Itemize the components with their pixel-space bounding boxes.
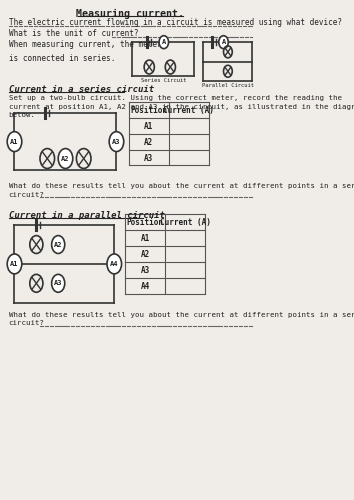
Circle shape [58, 148, 73, 169]
Text: Measuring current.: Measuring current. [76, 10, 184, 20]
Text: Current (A): Current (A) [160, 218, 211, 227]
Text: Position: Position [130, 106, 167, 115]
Circle shape [7, 132, 22, 152]
Text: A2: A2 [54, 242, 62, 248]
Text: A4: A4 [141, 282, 150, 291]
Circle shape [109, 132, 124, 152]
Text: Current in a parallel circuit: Current in a parallel circuit [8, 211, 165, 220]
Text: A3: A3 [112, 138, 121, 144]
Text: Parallel Circuit: Parallel Circuit [201, 83, 253, 88]
Text: A1: A1 [10, 261, 19, 267]
Text: A1: A1 [10, 138, 19, 144]
Circle shape [159, 36, 169, 49]
Text: Position: Position [127, 218, 164, 227]
Text: When measuring current, the meter
is connected in series.: When measuring current, the meter is con… [8, 40, 161, 63]
Text: Current in a series circuit: Current in a series circuit [8, 85, 154, 94]
Text: Set up a two-bulb circuit. Using the correct meter, record the reading the
curre: Set up a two-bulb circuit. Using the cor… [8, 95, 354, 118]
Text: A: A [221, 39, 225, 45]
Text: A3: A3 [144, 154, 154, 162]
Text: A1: A1 [144, 122, 154, 130]
Text: A3: A3 [54, 280, 62, 286]
Text: A2: A2 [144, 138, 154, 146]
Text: A2: A2 [141, 250, 150, 259]
Text: Series Circuit: Series Circuit [141, 78, 186, 83]
Circle shape [7, 254, 22, 274]
Circle shape [219, 36, 228, 49]
Circle shape [52, 236, 65, 254]
Text: The electric current flowing in a circuit is measured using what device?: The electric current flowing in a circui… [8, 18, 342, 28]
Text: A4: A4 [110, 261, 119, 267]
Circle shape [52, 274, 65, 292]
Text: A3: A3 [141, 266, 150, 275]
Text: What is the unit of current?: What is the unit of current? [8, 29, 138, 38]
Text: What do these results tell you about the current at different points in a series: What do these results tell you about the… [8, 312, 354, 326]
Text: A2: A2 [61, 156, 70, 162]
Text: A1: A1 [141, 234, 150, 243]
Text: A: A [162, 39, 166, 45]
Text: What do these results tell you about the current at different points in a series: What do these results tell you about the… [8, 184, 354, 198]
Text: Current (A): Current (A) [164, 106, 215, 115]
Circle shape [107, 254, 121, 274]
